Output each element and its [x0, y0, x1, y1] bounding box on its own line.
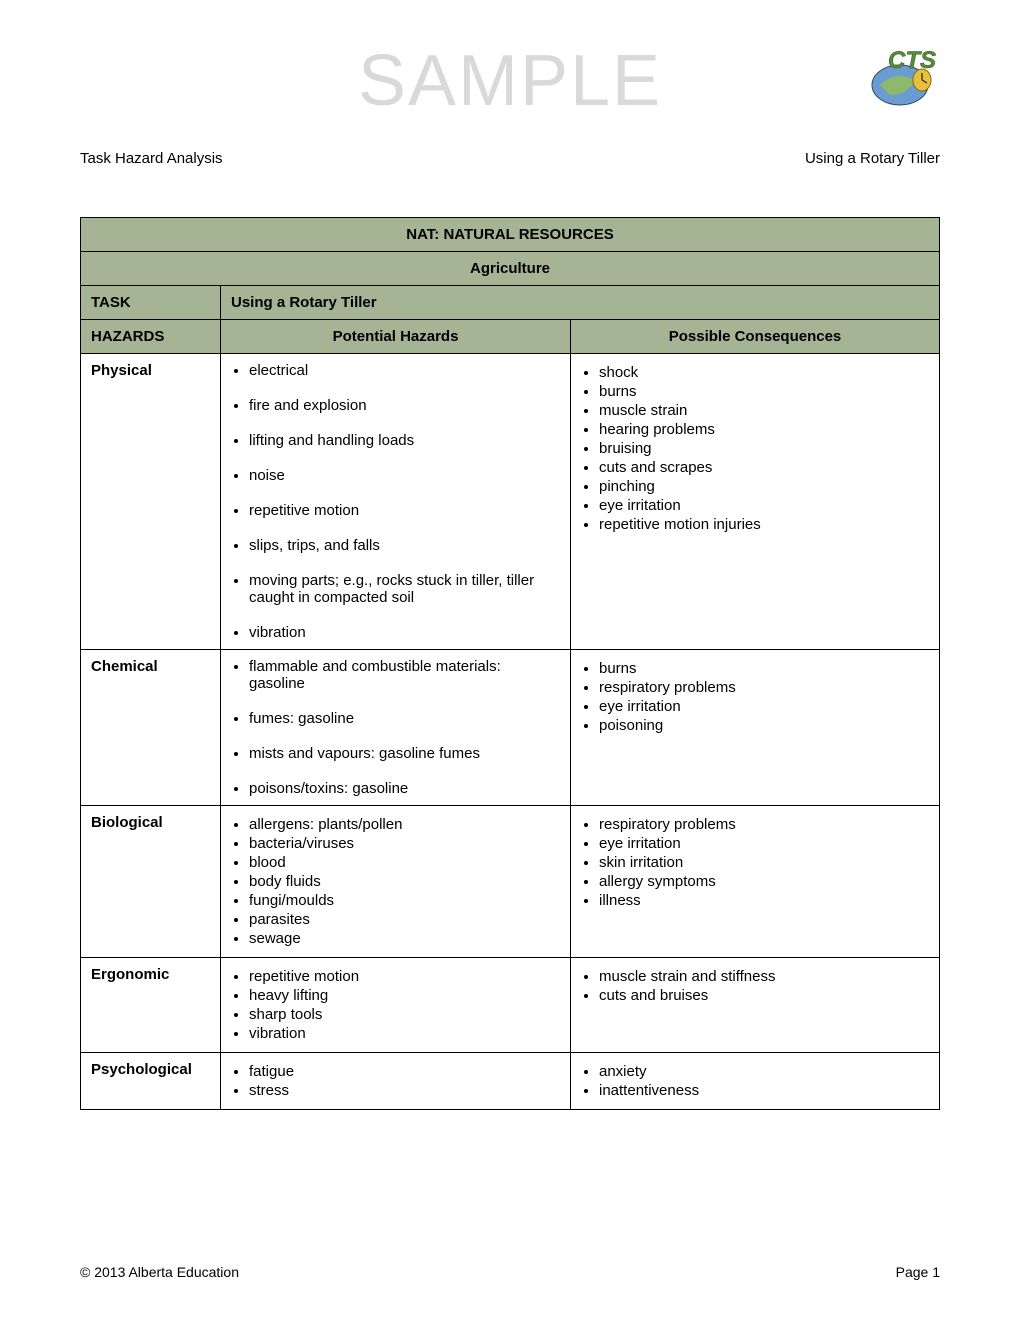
list-item: illness	[599, 892, 929, 909]
consequences-cell: shock burns muscle strain hearing problems b…	[571, 354, 940, 650]
list-item: respiratory problems	[599, 816, 929, 833]
table-row: Ergonomic repetitive motion heavy lifting s…	[81, 958, 940, 1053]
list-item: stress	[249, 1082, 560, 1099]
list-item: mists and vapours: gasoline fumes	[249, 745, 560, 762]
hazard-table: NAT: NATURAL RESOURCES Agriculture TASK …	[80, 217, 940, 1110]
footer-left: © 2013 Alberta Education	[80, 1264, 239, 1280]
list-item: slips, trips, and falls	[249, 537, 560, 554]
list-item: inattentiveness	[599, 1082, 929, 1099]
list-item: sharp tools	[249, 1006, 560, 1023]
list-item: cuts and bruises	[599, 987, 929, 1004]
list-item: sewage	[249, 930, 560, 947]
list-item: poisoning	[599, 717, 929, 734]
list-item: bruising	[599, 440, 929, 457]
table-row: Chemical flammable and combustible materi…	[81, 650, 940, 806]
list-item: repetitive motion	[249, 502, 560, 519]
list-item: vibration	[249, 624, 560, 641]
table-title: NAT: NATURAL RESOURCES	[81, 218, 940, 252]
col-consequences: Possible Consequences	[571, 320, 940, 354]
hazards-label: HAZARDS	[81, 320, 221, 354]
list-item: burns	[599, 660, 929, 677]
list-item: body fluids	[249, 873, 560, 890]
header-right: Using a Rotary Tiller	[805, 150, 940, 167]
list-item: pinching	[599, 478, 929, 495]
list-item: eye irritation	[599, 698, 929, 715]
hazard-category: Psychological	[81, 1053, 221, 1110]
list-item: shock	[599, 364, 929, 381]
potential-hazards-cell: allergens: plants/pollen bacteria/viruses…	[221, 806, 571, 958]
list-item: lifting and handling loads	[249, 432, 560, 449]
hazard-category: Physical	[81, 354, 221, 650]
consequences-cell: burns respiratory problems eye irritation p…	[571, 650, 940, 806]
list-item: fatigue	[249, 1063, 560, 1080]
header-left: Task Hazard Analysis	[80, 150, 223, 167]
list-item: allergens: plants/pollen	[249, 816, 560, 833]
task-value: Using a Rotary Tiller	[221, 286, 940, 320]
list-item: moving parts; e.g., rocks stuck in tille…	[249, 572, 560, 606]
task-label: TASK	[81, 286, 221, 320]
consequences-cell: anxiety inattentiveness	[571, 1053, 940, 1110]
list-item: fungi/moulds	[249, 892, 560, 909]
table-row: Biological allergens: plants/pollen bacter…	[81, 806, 940, 958]
table-row: Psychological fatigue stress anxiety inatten…	[81, 1053, 940, 1110]
list-item: repetitive motion injuries	[599, 516, 929, 533]
list-item: noise	[249, 467, 560, 484]
list-item: heavy lifting	[249, 987, 560, 1004]
cts-logo: CTS	[860, 40, 940, 110]
list-item: vibration	[249, 1025, 560, 1042]
list-item: hearing problems	[599, 421, 929, 438]
table-row: Physical electrical fire and explosion lift…	[81, 354, 940, 650]
list-item: blood	[249, 854, 560, 871]
hazard-category: Ergonomic	[81, 958, 221, 1053]
footer: © 2013 Alberta Education Page 1	[80, 1264, 940, 1280]
list-item: anxiety	[599, 1063, 929, 1080]
hazard-category: Chemical	[81, 650, 221, 806]
page: SAMPLE CTS Task Hazard Analysis Using a …	[0, 0, 1020, 1320]
list-item: allergy symptoms	[599, 873, 929, 890]
list-item: fumes: gasoline	[249, 710, 560, 727]
list-item: parasites	[249, 911, 560, 928]
list-item: respiratory problems	[599, 679, 929, 696]
footer-right: Page 1	[896, 1264, 940, 1280]
consequences-cell: respiratory problems eye irritation skin i…	[571, 806, 940, 958]
potential-hazards-cell: fatigue stress	[221, 1053, 571, 1110]
col-potential: Potential Hazards	[221, 320, 571, 354]
table-subtitle: Agriculture	[81, 252, 940, 286]
consequences-cell: muscle strain and stiffness cuts and brui…	[571, 958, 940, 1053]
list-item: eye irritation	[599, 835, 929, 852]
potential-hazards-cell: flammable and combustible materials: gas…	[221, 650, 571, 806]
list-item: electrical	[249, 362, 560, 379]
potential-hazards-cell: repetitive motion heavy lifting sharp tool…	[221, 958, 571, 1053]
svg-text:CTS: CTS	[888, 47, 936, 74]
list-item: bacteria/viruses	[249, 835, 560, 852]
list-item: poisons/toxins: gasoline	[249, 780, 560, 797]
list-item: eye irritation	[599, 497, 929, 514]
potential-hazards-cell: electrical fire and explosion lifting and …	[221, 354, 571, 650]
list-item: skin irritation	[599, 854, 929, 871]
list-item: muscle strain	[599, 402, 929, 419]
list-item: flammable and combustible materials: gas…	[249, 658, 560, 692]
list-item: muscle strain and stiffness	[599, 968, 929, 985]
list-item: cuts and scrapes	[599, 459, 929, 476]
hazard-category: Biological	[81, 806, 221, 958]
list-item: repetitive motion	[249, 968, 560, 985]
list-item: fire and explosion	[249, 397, 560, 414]
list-item: burns	[599, 383, 929, 400]
header-row: Task Hazard Analysis Using a Rotary Till…	[80, 150, 940, 167]
